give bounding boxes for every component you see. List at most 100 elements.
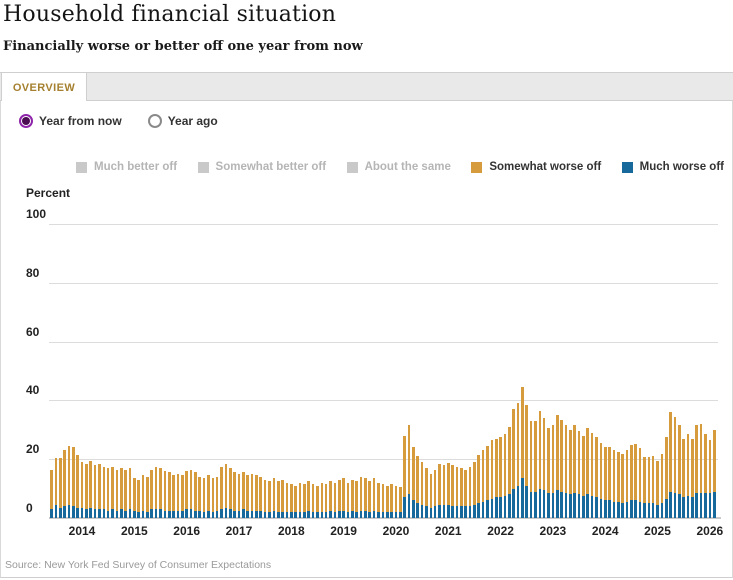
page-subtitle: Financially worse or better off one year… xyxy=(3,39,363,54)
gridline xyxy=(49,224,718,225)
stacked-bar xyxy=(451,465,454,518)
legend-item-somewhat-better-off[interactable]: Somewhat better off xyxy=(197,161,326,173)
stacked-bar xyxy=(355,481,358,518)
stacked-bar xyxy=(115,469,119,518)
stacked-bar xyxy=(555,415,559,518)
stacked-bar xyxy=(564,425,568,518)
stacked-bar xyxy=(617,451,620,518)
gridline xyxy=(49,459,718,461)
x-axis-tick-label: 2020 xyxy=(382,524,410,538)
tab-bar: OVERVIEW xyxy=(0,72,733,102)
legend-item-much-better-off[interactable]: Much better off xyxy=(76,161,177,173)
radio-unselected-icon xyxy=(147,114,162,128)
stacked-bar xyxy=(664,437,668,518)
stacked-bar xyxy=(643,456,646,518)
stacked-bar xyxy=(220,466,223,518)
radio-year-from-now-label: Year from now xyxy=(39,114,122,128)
legend-label: Much better off xyxy=(94,161,178,173)
stacked-bar xyxy=(455,466,459,518)
stacked-bar xyxy=(93,465,97,518)
stacked-bar xyxy=(141,475,145,518)
stacked-bar xyxy=(58,457,62,518)
stacked-bar xyxy=(106,468,110,518)
y-axis-unit-label: Percent xyxy=(26,186,71,200)
page-title: Household financial situation xyxy=(3,2,337,27)
stacked-bar xyxy=(647,457,651,518)
stacked-bar xyxy=(150,469,154,518)
stacked-bar xyxy=(342,478,345,518)
stacked-bar xyxy=(233,472,236,518)
legend-item-somewhat-worse-off[interactable]: Somewhat worse off xyxy=(471,161,601,173)
stacked-bar xyxy=(669,412,672,518)
stacked-bar xyxy=(215,476,219,518)
stacked-bar xyxy=(185,470,188,518)
stacked-bar xyxy=(651,456,655,518)
stacked-bar xyxy=(311,484,315,518)
stacked-bar xyxy=(102,466,106,518)
legend-swatch-icon xyxy=(76,161,87,173)
x-axis-tick-label: 2018 xyxy=(277,524,305,538)
stacked-bar xyxy=(98,463,101,518)
stacked-bar xyxy=(390,484,393,518)
stacked-bar xyxy=(146,476,149,518)
stacked-bar xyxy=(172,475,175,518)
radio-year-from-now[interactable]: Year from now xyxy=(19,114,122,128)
stacked-bar xyxy=(281,479,284,518)
stacked-bar xyxy=(542,418,546,518)
gridline xyxy=(49,517,721,519)
stacked-bar xyxy=(699,423,703,518)
stacked-bar xyxy=(111,466,114,518)
stacked-bar xyxy=(464,469,467,518)
stacked-bar xyxy=(154,466,158,518)
stacked-bar xyxy=(499,437,502,518)
gridline xyxy=(49,282,718,284)
stacked-bar xyxy=(181,475,184,518)
stacked-bar xyxy=(163,470,167,518)
stacked-bar xyxy=(603,446,607,518)
stacked-bar xyxy=(477,454,481,518)
stacked-bar xyxy=(429,473,433,518)
stacked-bar xyxy=(272,478,276,518)
y-axis-tick-label: 80 xyxy=(26,265,40,280)
stacked-bar xyxy=(442,465,446,518)
legend-swatch-icon xyxy=(197,161,209,173)
stacked-bar xyxy=(167,472,171,518)
stacked-bar xyxy=(503,434,507,518)
stacked-bar xyxy=(551,425,555,518)
stacked-bar xyxy=(128,468,132,518)
x-axis-tick-label: 2024 xyxy=(591,524,619,538)
stacked-bar xyxy=(569,429,572,518)
chart-panel: Year from now Year ago Much better off S… xyxy=(0,101,733,578)
stacked-bar xyxy=(521,387,524,518)
stacked-bar xyxy=(433,469,437,518)
stacked-bar xyxy=(224,463,228,518)
stacked-bar xyxy=(625,450,629,518)
tab-overview[interactable]: OVERVIEW xyxy=(1,72,87,102)
x-axis-tick-label: 2025 xyxy=(644,524,671,538)
stacked-bar xyxy=(242,472,245,518)
x-axis-tick-label: 2026 xyxy=(696,524,724,538)
stacked-bar xyxy=(385,485,389,518)
stacked-bar xyxy=(695,425,699,518)
stacked-bar xyxy=(377,482,380,518)
radio-year-ago[interactable]: Year ago xyxy=(147,114,218,128)
stacked-bar xyxy=(285,482,289,518)
stacked-bar xyxy=(399,487,402,518)
y-axis-tick-label: 60 xyxy=(26,324,40,339)
stacked-bar xyxy=(547,428,550,518)
stacked-bar xyxy=(189,469,193,518)
stacked-bar xyxy=(534,421,537,518)
stacked-bar xyxy=(89,460,93,518)
stacked-bar xyxy=(337,479,341,518)
legend-item-much-worse-off[interactable]: Much worse off xyxy=(621,161,724,173)
stacked-bar xyxy=(372,478,376,518)
stacked-bar xyxy=(76,454,79,518)
stacked-bar xyxy=(529,421,533,518)
legend-swatch-icon xyxy=(471,161,483,173)
source-note: Source: New York Fed Survey of Consumer … xyxy=(5,559,272,571)
stacked-bar xyxy=(486,446,489,518)
x-axis-tick-label: 2022 xyxy=(487,524,514,538)
stacked-bar xyxy=(573,425,576,518)
legend-item-about-the-same[interactable]: About the same xyxy=(346,161,451,173)
